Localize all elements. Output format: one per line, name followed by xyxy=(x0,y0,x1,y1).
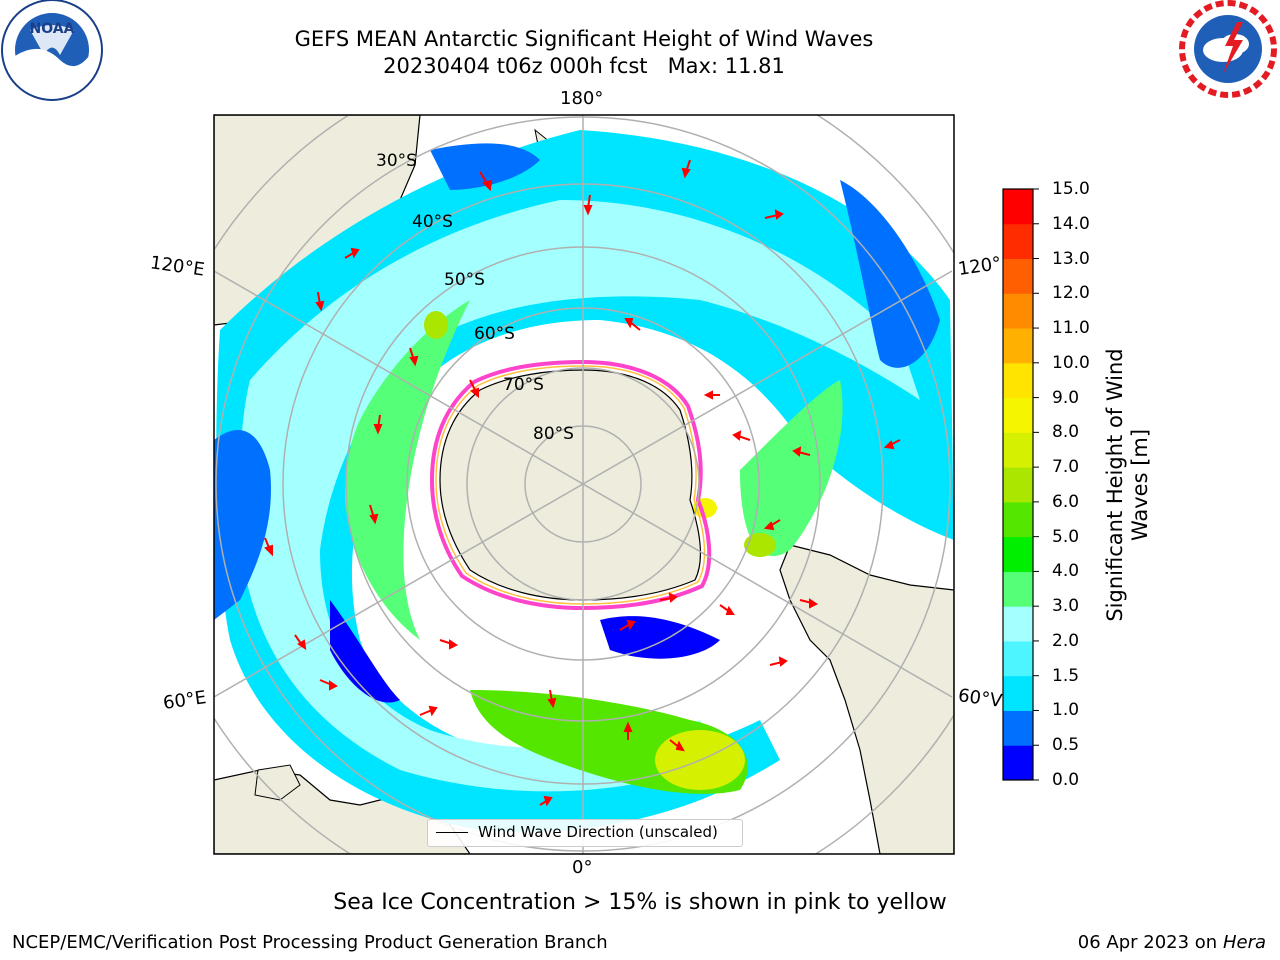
colorbar-band xyxy=(1003,606,1033,642)
colorbar-band xyxy=(1003,710,1033,746)
lon-label-top: 180° xyxy=(560,88,604,109)
lat-label-70s: 70°S xyxy=(503,375,544,395)
footer-date-text: 06 Apr 2023 on xyxy=(1077,932,1223,953)
colorbar-band xyxy=(1003,397,1033,433)
colorbar-tick-label: 13.0 xyxy=(1052,248,1090,269)
lat-label-50s: 50°S xyxy=(444,270,485,290)
noaa-logo-text: NOAA xyxy=(30,21,75,37)
colorbar-tick-label: 4.0 xyxy=(1052,561,1080,582)
sea-ice-note: Sea Ice Concentration > 15% is shown in … xyxy=(333,890,947,915)
lat-label-80s: 80°S xyxy=(533,424,574,444)
wind-wave-arrows xyxy=(264,159,901,807)
colorbar-band xyxy=(1003,293,1033,329)
noaa-logo: NOAA xyxy=(0,0,104,108)
colorbar-tick-label: 14.0 xyxy=(1052,213,1090,234)
colorbar-band xyxy=(1003,571,1033,607)
colorbar-tick-label: 15.0 xyxy=(1052,179,1090,199)
map-content xyxy=(214,115,954,854)
colorbar-band xyxy=(1003,536,1033,572)
colorbar-tick-label: 11.0 xyxy=(1052,318,1090,339)
footer-host: Hera xyxy=(1222,932,1266,953)
lat-label-40s: 40°S xyxy=(412,212,453,232)
colorbar-tick-label: 3.0 xyxy=(1052,596,1080,617)
colorbar-band xyxy=(1003,467,1033,503)
colorbar-band xyxy=(1003,328,1033,364)
colorbar-tick-label: 12.0 xyxy=(1052,283,1090,304)
colorbar-band xyxy=(1003,189,1033,225)
colorbar-tick-label: 9.0 xyxy=(1052,387,1080,408)
colorbar-tick-label: 0.5 xyxy=(1052,735,1080,756)
colorbar-tick-label: 0.0 xyxy=(1052,770,1080,790)
colorbar-tick-label: 10.0 xyxy=(1052,352,1090,373)
legend-label: Wind Wave Direction (unscaled) xyxy=(478,823,718,841)
colorbar-tick-label: 5.0 xyxy=(1052,526,1080,547)
colorbar-tick-label: 2.0 xyxy=(1052,630,1080,651)
map-legend: Wind Wave Direction (unscaled) xyxy=(427,819,743,847)
colorbar-tick-label: 6.0 xyxy=(1052,491,1080,512)
colorbar-title: Significant Height of Wind Waves [m] xyxy=(1103,348,1153,621)
colorbar-band xyxy=(1003,745,1033,781)
colorbar-band xyxy=(1003,362,1033,399)
lon-label-bottom: 0° xyxy=(572,857,593,878)
map-frame xyxy=(213,114,955,855)
footer-date: 06 Apr 2023 on Hera xyxy=(1078,932,1266,953)
colorbar-band xyxy=(1003,640,1033,677)
colorbar-tick-label: 8.0 xyxy=(1052,422,1080,443)
colorbar-band xyxy=(1003,675,1033,711)
lat-label-60s: 60°S xyxy=(474,324,515,344)
colorbar-band xyxy=(1003,258,1033,294)
chart-subtitle: 20230404 t06z 000h fcst Max: 11.81 xyxy=(383,54,785,78)
lat-label-30s: 30°S xyxy=(376,151,417,171)
colorbar-title-line2: Waves [m] xyxy=(1128,428,1152,542)
nws-logo xyxy=(1177,0,1279,106)
colorbar-title-line1: Significant Height of Wind xyxy=(1103,348,1127,622)
colorbar-tick-label: 1.0 xyxy=(1052,700,1080,721)
colorbar-band xyxy=(1003,432,1033,468)
colorbar-band xyxy=(1003,223,1033,260)
madagascar-land xyxy=(254,764,301,801)
legend-line-sample xyxy=(436,832,468,833)
chart-title: GEFS MEAN Antarctic Significant Height o… xyxy=(294,27,874,51)
footer-credit: NCEP/EMC/Verification Post Processing Pr… xyxy=(12,932,608,953)
colorbar-band xyxy=(1003,501,1033,538)
graticule xyxy=(214,115,954,854)
colorbar-tick-label: 7.0 xyxy=(1052,457,1080,478)
colorbar-tick-label: 1.5 xyxy=(1052,665,1080,686)
